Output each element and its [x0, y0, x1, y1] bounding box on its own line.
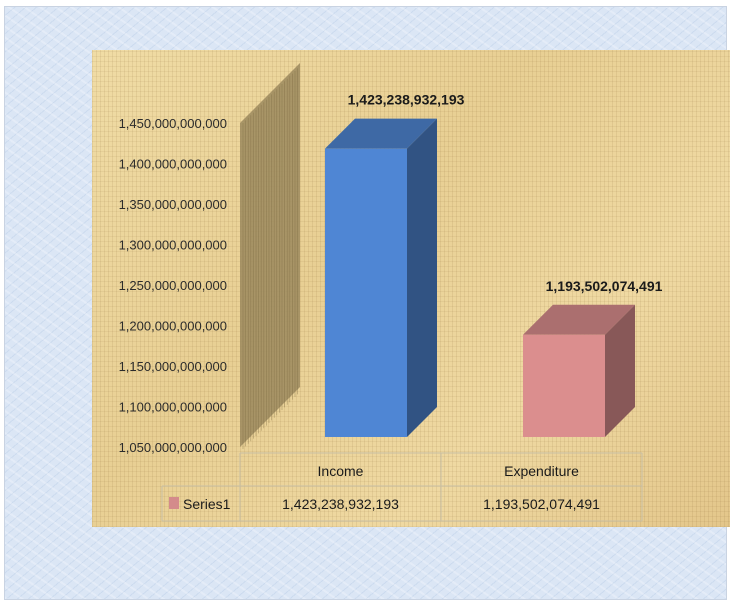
y-tick-label: 1,100,000,000,000: [119, 400, 227, 415]
y-tick-label: 1,150,000,000,000: [119, 359, 227, 374]
side-wall: [240, 63, 300, 447]
category-label: Expenditure: [504, 463, 579, 479]
bar-top: [523, 304, 635, 335]
bar-side: [605, 304, 635, 437]
y-tick-label: 1,450,000,000,000: [119, 116, 227, 131]
y-tick-label: 1,250,000,000,000: [119, 278, 227, 293]
bar-top: [325, 118, 437, 149]
table-value: 1,193,502,074,491: [483, 496, 600, 512]
chart-canvas: 1,050,000,000,000 1,100,000,000,000 1,150,…: [119, 63, 663, 522]
category-label: Income: [318, 463, 364, 479]
bar: [523, 334, 605, 437]
y-tick-label: 1,300,000,000,000: [119, 238, 227, 253]
y-tick-label: 1,350,000,000,000: [119, 197, 227, 212]
table-value: 1,423,238,932,193: [282, 496, 399, 512]
y-tick-label: 1,200,000,000,000: [119, 319, 227, 334]
bar: [325, 148, 407, 438]
y-tick-label: 1,400,000,000,000: [119, 157, 227, 172]
legend-label: Series1: [183, 496, 231, 512]
chart-frame: 1,050,000,000,000 1,100,000,000,000 1,150,…: [4, 6, 730, 600]
y-tick-label: 1,050,000,000,000: [119, 440, 227, 455]
data-label: 1,193,502,074,491: [546, 278, 663, 294]
legend-swatch: [169, 497, 179, 509]
bar-side: [407, 118, 437, 438]
data-label: 1,423,238,932,193: [348, 92, 465, 108]
